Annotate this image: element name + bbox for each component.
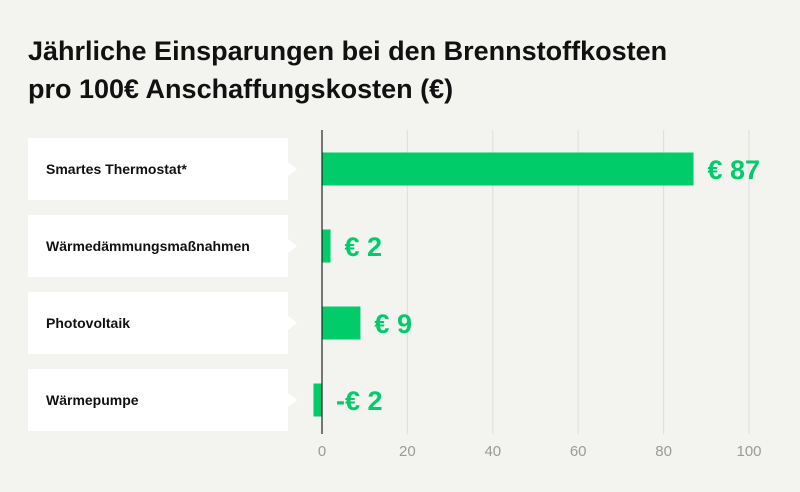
value-label-1: € 2	[345, 232, 383, 262]
chart-title: Jährliche Einsparungen bei den Brennstof…	[28, 32, 768, 108]
chart-title-line-2: pro 100€ Anschaffungskosten (€)	[28, 74, 454, 104]
category-label-2: Photovoltaik	[46, 315, 130, 331]
x-tick-label-0: 0	[318, 443, 326, 460]
value-label-2: € 9	[374, 309, 412, 339]
chart-title-line-1: Jährliche Einsparungen bei den Brennstof…	[28, 36, 668, 66]
category-card-0	[28, 138, 297, 200]
x-tick-label-2: 40	[484, 443, 501, 460]
category-label-1: Wärmedämmungsmaßnahmen	[46, 238, 250, 254]
category-card-2	[28, 292, 297, 354]
bar-2	[322, 306, 361, 340]
x-tick-label-1: 20	[399, 443, 416, 460]
category-card-3	[28, 369, 297, 431]
x-tick-label-4: 80	[655, 443, 672, 460]
x-tick-label-3: 60	[570, 443, 587, 460]
value-label-0: € 87	[707, 155, 760, 185]
bar-3	[313, 383, 322, 417]
bar-0	[322, 152, 694, 186]
value-label-3: -€ 2	[336, 386, 383, 416]
x-tick-label-5: 100	[736, 443, 761, 460]
category-card-1	[28, 215, 297, 277]
category-label-0: Smartes Thermostat*	[46, 161, 187, 177]
bar-1	[322, 229, 331, 263]
category-label-3: Wärmepumpe	[46, 392, 139, 408]
